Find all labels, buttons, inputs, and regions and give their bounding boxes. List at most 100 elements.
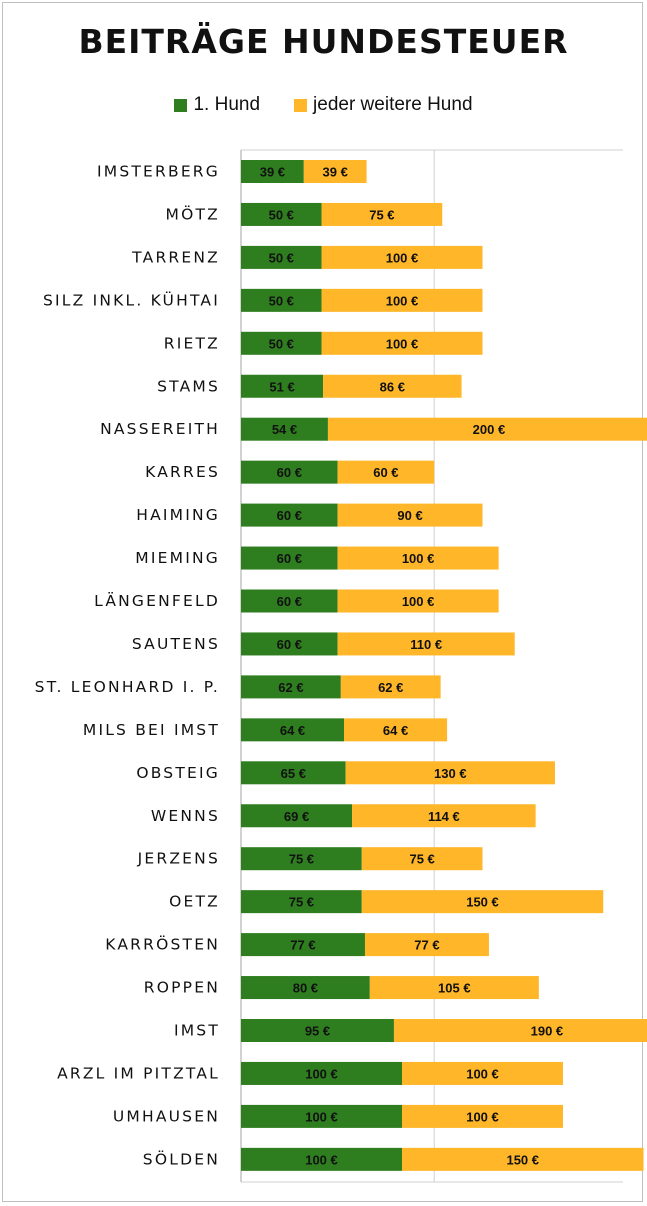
data-label: 100 € xyxy=(386,336,419,351)
data-label: 75 € xyxy=(289,895,314,910)
legend-item-additional-dog: jeder weitere Hund xyxy=(294,94,473,116)
legend-item-first-dog: 1. Hund xyxy=(174,94,260,116)
category-label: JERZENS xyxy=(137,850,220,868)
category-label: NASSEREITH xyxy=(100,420,220,438)
bar-additional-dog xyxy=(321,245,483,269)
category-label: OBSTEIG xyxy=(136,764,220,782)
legend-label-first-dog: 1. Hund xyxy=(193,94,261,115)
data-label: 65 € xyxy=(281,766,306,781)
data-label: 80 € xyxy=(293,981,318,996)
data-label: 100 € xyxy=(305,1152,338,1167)
bar-first-dog xyxy=(241,718,345,742)
bar-additional-dog xyxy=(321,202,443,226)
category-label: RIETZ xyxy=(164,334,220,352)
data-label: 62 € xyxy=(278,680,303,695)
bar-first-dog xyxy=(241,160,304,183)
bar-additional-dog xyxy=(321,331,483,355)
chart-title: BEITRÄGE HUNDESTEUER xyxy=(78,22,569,61)
data-label: 39 € xyxy=(260,165,285,180)
data-label: 110 € xyxy=(410,637,442,652)
data-label: 62 € xyxy=(378,680,403,695)
data-label: 100 € xyxy=(402,594,435,609)
data-label: 50 € xyxy=(269,207,294,222)
data-label: 100 € xyxy=(466,1109,499,1124)
data-label: 86 € xyxy=(380,379,405,394)
category-label: MILS BEI IMST xyxy=(83,721,220,739)
data-label: 100 € xyxy=(386,250,419,265)
data-label: 39 € xyxy=(323,165,348,180)
data-label: 64 € xyxy=(280,723,305,738)
bar-additional-dog xyxy=(402,1147,644,1171)
bar-additional-dog xyxy=(345,761,555,785)
bar-additional-dog xyxy=(344,718,448,742)
data-label: 50 € xyxy=(269,250,294,265)
bar-additional-dog xyxy=(393,1019,647,1042)
data-label: 75 € xyxy=(409,852,434,867)
bar-additional-dog xyxy=(369,976,539,1000)
bar-additional-dog xyxy=(337,589,499,613)
bar-additional-dog xyxy=(337,503,483,527)
data-label: 54 € xyxy=(272,422,297,437)
bar-first-dog xyxy=(241,546,338,570)
data-label: 200 € xyxy=(473,422,506,437)
data-label: 190 € xyxy=(531,1024,564,1039)
data-label: 64 € xyxy=(383,723,408,738)
bar-additional-dog xyxy=(361,847,483,871)
data-label: 130 € xyxy=(434,766,467,781)
bar-first-dog xyxy=(241,503,338,527)
bar-first-dog xyxy=(241,1147,402,1171)
bar-additional-dog xyxy=(337,546,499,570)
category-label: IMSTERBERG xyxy=(97,163,220,181)
bar-additional-dog xyxy=(402,1061,563,1085)
bar-additional-dog xyxy=(340,675,441,699)
category-label: TARRENZ xyxy=(131,248,220,266)
data-label: 100 € xyxy=(386,293,419,308)
data-label: 100 € xyxy=(402,551,435,566)
bar-first-dog xyxy=(241,847,362,871)
bar-first-dog xyxy=(241,761,346,785)
data-label: 150 € xyxy=(466,895,499,910)
bar-additional-dog xyxy=(303,160,367,183)
data-label: 77 € xyxy=(414,938,439,953)
bar-additional-dog xyxy=(323,374,462,398)
bar-additional-dog xyxy=(361,890,604,914)
data-label: 50 € xyxy=(269,293,294,308)
data-label: 60 € xyxy=(277,637,302,652)
bar-additional-dog xyxy=(337,460,435,484)
legend-swatch-first-dog xyxy=(174,98,188,112)
category-label: MIEMING xyxy=(135,549,220,567)
bar-first-dog xyxy=(241,417,328,441)
bar-additional-dog xyxy=(327,417,647,441)
data-label: 105 € xyxy=(438,981,471,996)
legend-swatch-additional-dog xyxy=(294,98,308,112)
bar-first-dog xyxy=(241,632,338,656)
data-label: 100 € xyxy=(305,1109,338,1124)
category-label: SILZ INKL. KÜHTAI xyxy=(43,290,220,309)
data-label: 60 € xyxy=(277,465,302,480)
bar-first-dog xyxy=(241,804,353,828)
bar-first-dog xyxy=(241,890,362,914)
chart-legend: 1. Hund jeder weitere Hund xyxy=(0,94,647,116)
category-label: OETZ xyxy=(169,893,220,911)
bar-additional-dog xyxy=(337,632,515,656)
data-label: 90 € xyxy=(397,508,422,523)
category-label: MÖTZ xyxy=(166,204,220,223)
bar-first-dog xyxy=(241,374,324,398)
category-label: KARRES xyxy=(145,463,220,481)
bar-additional-dog xyxy=(321,288,483,312)
category-label: SÖLDEN xyxy=(143,1149,220,1168)
category-label: ST. LEONHARD I. P. xyxy=(35,678,220,696)
bar-first-dog xyxy=(241,675,341,699)
bar-first-dog xyxy=(241,460,338,484)
category-label: ROPPEN xyxy=(144,979,220,997)
category-label: UMHAUSEN xyxy=(113,1107,220,1125)
legend-label-additional-dog: jeder weitere Hund xyxy=(313,94,473,115)
category-label: IMST xyxy=(174,1022,220,1040)
category-label: SAUTENS xyxy=(132,635,220,653)
category-label: STAMS xyxy=(157,377,220,395)
data-label: 51 € xyxy=(269,379,294,394)
bar-first-dog xyxy=(241,976,370,1000)
bar-additional-dog xyxy=(402,1104,563,1128)
data-label: 75 € xyxy=(369,207,394,222)
bar-first-dog xyxy=(241,245,322,269)
